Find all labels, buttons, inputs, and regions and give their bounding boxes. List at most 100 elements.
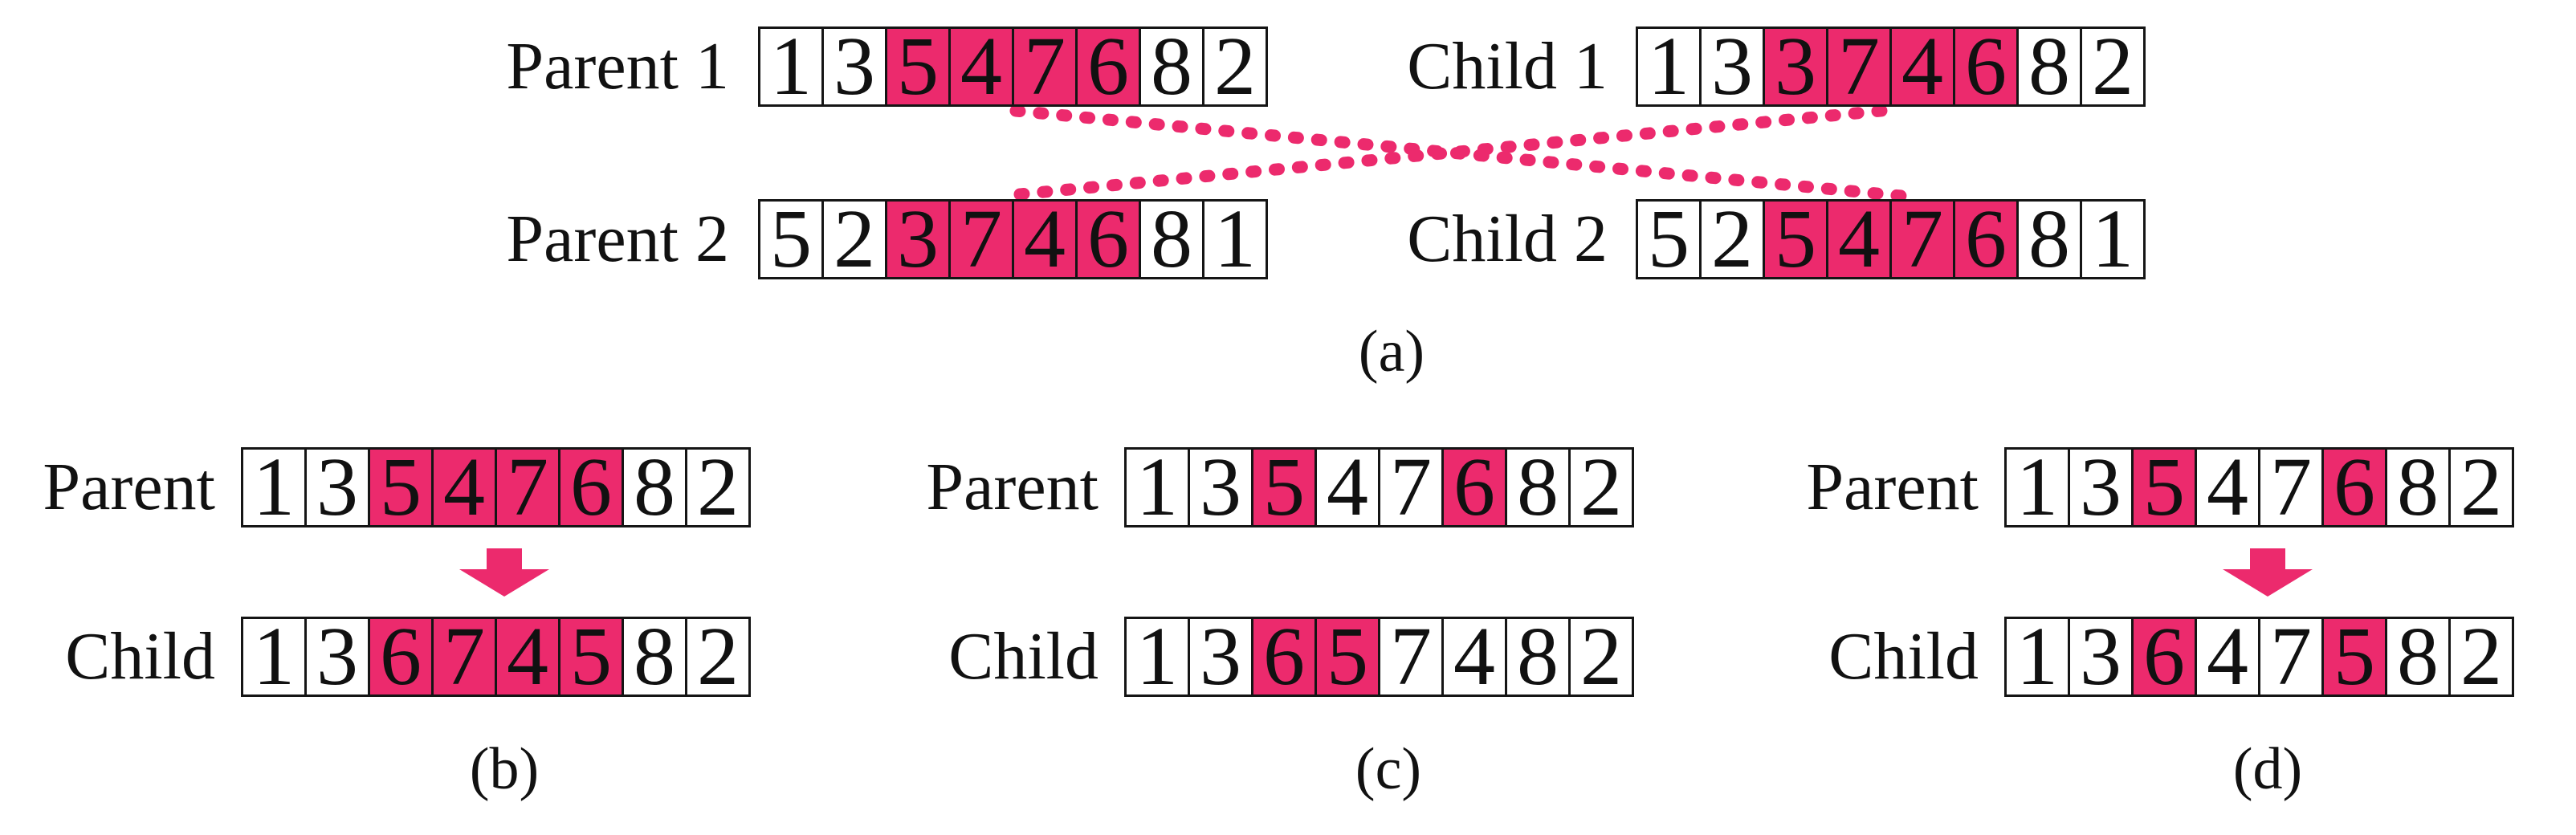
gene-cell: 5 <box>758 198 824 281</box>
gene-cell: 2 <box>821 198 887 281</box>
gene-cell: 3 <box>304 615 370 699</box>
row-label-parent1: Parent 1 <box>506 29 729 104</box>
gene-cell: 1 <box>241 446 307 529</box>
row-label-child1: Child 1 <box>1407 29 1608 104</box>
gene-cell: 7 <box>431 615 497 699</box>
crossover-line-parent1-child2 <box>1009 104 1908 202</box>
gene-cell: 6 <box>558 446 624 529</box>
gene-cell: 4 <box>1012 198 1078 281</box>
mutation-arrow-d <box>2223 548 2313 597</box>
gene-cell: 2 <box>2448 446 2514 529</box>
row-label-b-child: Child <box>65 619 215 694</box>
row-label-c-child: Child <box>948 619 1098 694</box>
gene-cell: 3 <box>885 198 951 281</box>
gene-cell: 8 <box>2016 198 2082 281</box>
crossover-line-parent2-child1 <box>1013 103 1904 201</box>
gene-cell: 8 <box>1505 615 1571 699</box>
gene-cell: 4 <box>1889 25 1955 108</box>
gene-cell: 3 <box>1699 25 1765 108</box>
gene-cell: 8 <box>1505 446 1571 529</box>
gene-cell: 3 <box>2068 615 2134 699</box>
gene-cell: 5 <box>1314 615 1380 699</box>
gene-cell: 7 <box>1012 25 1078 108</box>
gene-cell: 5 <box>2131 446 2197 529</box>
gene-cell: 5 <box>1636 198 1702 281</box>
gene-cell: 7 <box>948 198 1014 281</box>
gene-cell: 3 <box>1188 615 1253 699</box>
gene-cell: 6 <box>1953 198 2019 281</box>
gene-cell: 3 <box>1188 446 1253 529</box>
gene-cell: 2 <box>2448 615 2514 699</box>
gene-cell: 2 <box>685 446 751 529</box>
gene-cell: 4 <box>495 615 560 699</box>
gene-cell: 1 <box>241 615 307 699</box>
gene-cell: 8 <box>1139 25 1204 108</box>
gene-cell: 6 <box>1075 25 1141 108</box>
gene-cell: 2 <box>1568 615 1634 699</box>
gene-cell: 8 <box>2385 615 2451 699</box>
mutation-arrow-b <box>459 548 549 597</box>
gene-cell: 5 <box>1251 446 1317 529</box>
gene-cell: 1 <box>2004 615 2070 699</box>
gene-cell: 2 <box>2080 25 2146 108</box>
gene-cell: 1 <box>1124 446 1190 529</box>
row-label-b-parent: Parent <box>43 450 215 524</box>
row-label-d-child: Child <box>1828 619 1979 694</box>
gene-cell: 5 <box>1763 198 1828 281</box>
gene-cell: 5 <box>2321 615 2387 699</box>
row-label-c-parent: Parent <box>926 450 1098 524</box>
gene-cell: 7 <box>1378 446 1444 529</box>
gene-cell: 4 <box>431 446 497 529</box>
gene-cell: 6 <box>1441 446 1507 529</box>
gene-cell: 8 <box>2016 25 2082 108</box>
gene-cell: 1 <box>2080 198 2146 281</box>
gene-cell: 1 <box>1124 615 1190 699</box>
gene-cell: 4 <box>2195 615 2260 699</box>
gene-cell: 2 <box>1568 446 1634 529</box>
gene-cell: 7 <box>1826 25 1892 108</box>
gene-cell: 8 <box>1139 198 1204 281</box>
gene-cell: 6 <box>2131 615 2197 699</box>
gene-cell: 1 <box>1636 25 1702 108</box>
gene-cell: 4 <box>1441 615 1507 699</box>
caption-c: (c) <box>1355 736 1422 802</box>
gene-cell: 2 <box>1202 25 1268 108</box>
caption-a: (a) <box>1358 319 1425 385</box>
gene-cell: 4 <box>2195 446 2260 529</box>
gene-cell: 1 <box>1202 198 1268 281</box>
row-label-d-parent: Parent <box>1806 450 1979 524</box>
gene-cell: 3 <box>304 446 370 529</box>
gene-cell: 1 <box>758 25 824 108</box>
gene-cell: 2 <box>1699 198 1765 281</box>
gene-cell: 6 <box>1251 615 1317 699</box>
gene-cell: 6 <box>1953 25 2019 108</box>
caption-d: (d) <box>2232 736 2303 802</box>
gene-cell: 7 <box>2258 615 2324 699</box>
gene-cell: 8 <box>622 446 687 529</box>
gene-cell: 7 <box>2258 446 2324 529</box>
gene-cell: 6 <box>368 615 434 699</box>
gene-cell: 5 <box>368 446 434 529</box>
gene-cell: 7 <box>1889 198 1955 281</box>
